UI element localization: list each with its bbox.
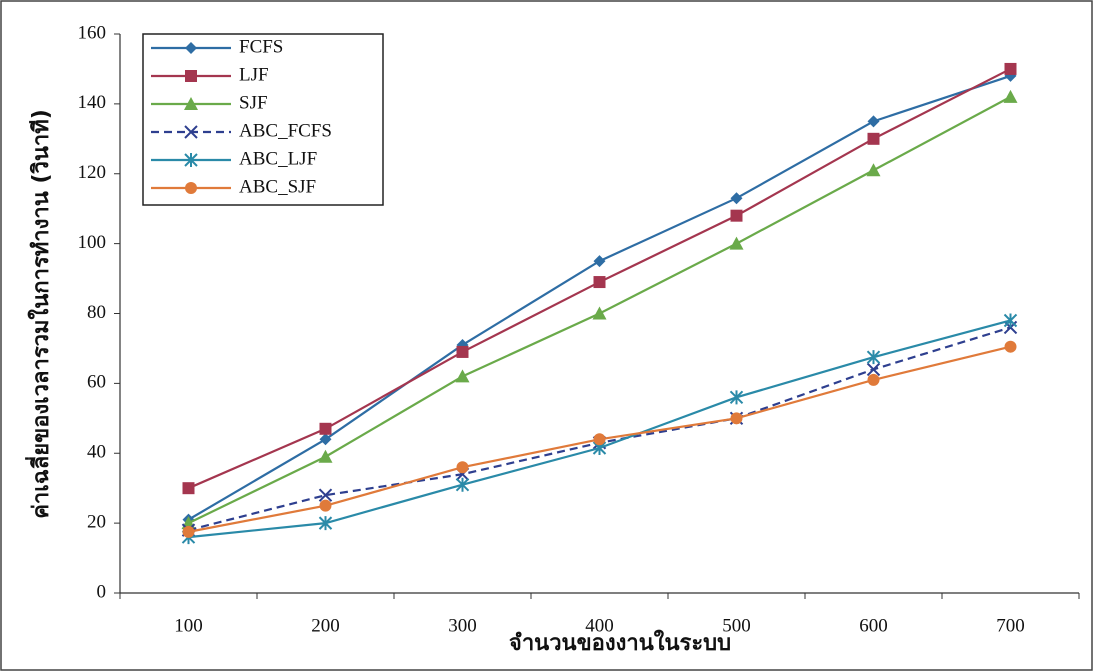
marker	[730, 192, 743, 205]
marker	[456, 461, 469, 474]
legend-marker	[184, 153, 198, 167]
y-tick-label: 40	[87, 442, 106, 463]
x-tick-label: 600	[859, 615, 888, 636]
marker	[318, 449, 333, 463]
x-tick-label: 700	[996, 615, 1025, 636]
legend-marker	[184, 125, 198, 139]
y-tick-label: 100	[78, 232, 107, 253]
marker	[867, 115, 880, 128]
marker	[455, 477, 470, 492]
marker	[867, 132, 880, 145]
x-tick-label: 200	[311, 615, 340, 636]
marker	[593, 276, 606, 289]
marker	[1004, 62, 1017, 75]
marker	[1004, 340, 1017, 353]
x-tick-label: 500	[722, 615, 751, 636]
legend-label: FCFS	[239, 36, 283, 57]
legend-label: SJF	[239, 92, 268, 113]
marker	[182, 482, 195, 495]
marker	[593, 255, 606, 268]
legend-marker	[185, 182, 197, 194]
x-tick-label: 100	[174, 615, 203, 636]
marker	[1003, 89, 1018, 103]
legend-label: LJF	[239, 64, 269, 85]
x-tick-label: 400	[585, 615, 614, 636]
legend-label: ABC_LJF	[239, 148, 317, 169]
legend-box	[142, 33, 384, 206]
marker	[866, 163, 881, 177]
marker	[456, 345, 469, 358]
marker	[319, 499, 332, 512]
marker	[182, 525, 195, 538]
y-axis-title: ค่าเฉลี่ยของเวลารวมในการทำงาน (วินาที)	[24, 109, 54, 519]
x-axis-title: จำนวนของงานในระบบ	[509, 629, 731, 656]
y-tick-label: 140	[78, 92, 107, 113]
legend-marker	[184, 97, 198, 110]
marker	[866, 350, 881, 365]
y-tick-label: 0	[97, 581, 107, 602]
marker	[1003, 313, 1018, 328]
marker	[729, 390, 744, 405]
y-tick-label: 160	[78, 22, 107, 43]
marker	[867, 373, 880, 386]
y-tick-label: 60	[87, 372, 106, 393]
marker	[593, 433, 606, 446]
y-tick-label: 120	[78, 162, 107, 183]
marker	[319, 422, 332, 435]
y-tick-label: 20	[87, 511, 106, 532]
legend-label: ABC_FCFS	[239, 120, 332, 141]
marker	[730, 209, 743, 222]
x-tick-label: 300	[448, 615, 477, 636]
marker	[455, 369, 470, 383]
marker	[318, 488, 333, 502]
legend-marker	[185, 42, 197, 54]
marker	[592, 306, 607, 320]
legend-label: ABC_SJF	[239, 176, 316, 197]
legend-marker	[185, 70, 197, 82]
marker	[319, 433, 332, 446]
marker	[866, 362, 881, 377]
marker	[729, 236, 744, 250]
marker	[318, 516, 333, 531]
marker	[730, 412, 743, 425]
y-tick-label: 80	[87, 302, 106, 323]
